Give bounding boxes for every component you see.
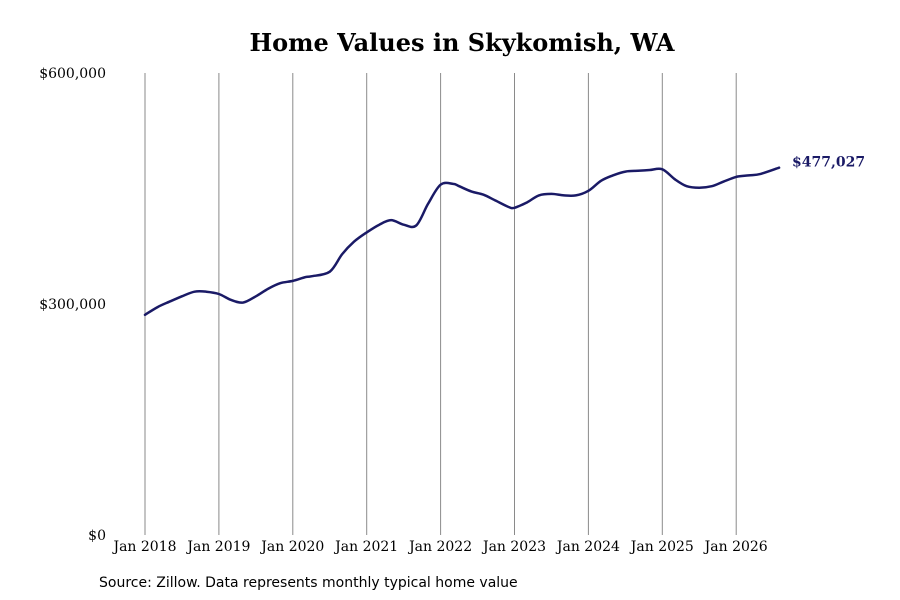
x-tick-label: Jan 2025 [629, 539, 694, 555]
y-tick-label: $600,000 [39, 66, 106, 82]
x-axis: Jan 2018 Jan 2019 Jan 2020 Jan 2021 Jan 2022… [111, 539, 767, 555]
x-tick-label: Jan 2020 [259, 539, 324, 555]
series-line-0 [143, 166, 781, 317]
x-tick-label: Jan 2022 [407, 539, 472, 555]
y-tick-label: $0 [88, 528, 106, 544]
plot-area [143, 166, 781, 317]
x-tick-label: Jan 2023 [481, 539, 546, 555]
y-axis: $0 $300,000 $600,000 [39, 66, 106, 544]
x-tick-label: Jan 2018 [111, 539, 176, 555]
x-tick-label: Jan 2024 [555, 539, 620, 555]
x-tick-label: Jan 2026 [703, 539, 768, 555]
chart-title: Home Values in Skykomish, WA [249, 28, 674, 57]
x-tick-label: Jan 2021 [333, 539, 398, 555]
source-note: Source: Zillow. Data represents monthly … [99, 575, 518, 591]
end-value-label: $477,027 [792, 155, 865, 171]
y-tick-label: $300,000 [39, 297, 106, 313]
x-tick-label: Jan 2019 [185, 539, 250, 555]
grid-layer [144, 73, 737, 535]
